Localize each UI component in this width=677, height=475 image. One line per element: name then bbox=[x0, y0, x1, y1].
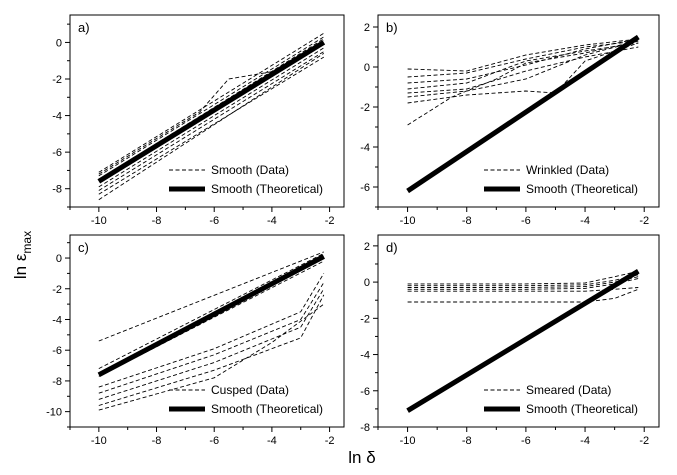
data-line-6 bbox=[98, 56, 325, 195]
y-tick-label: -4 bbox=[360, 350, 370, 362]
panel-3: -10 -8 -6 -4 -2 -10 -8 -6 -4 -2 0 c) Cusped (Data) Sm… bbox=[46, 234, 345, 447]
panel-label: d) bbox=[386, 240, 398, 255]
x-tick-label: -6 bbox=[521, 215, 531, 227]
data-line-1 bbox=[98, 251, 324, 342]
legend-label-theoretical: Smooth (Theoretical) bbox=[211, 402, 323, 416]
y-tick-label: -8 bbox=[52, 184, 62, 196]
y-tick-label: 0 bbox=[56, 253, 62, 265]
data-line-6 bbox=[407, 42, 639, 104]
data-line-1 bbox=[407, 38, 639, 72]
data-line-7 bbox=[407, 40, 639, 126]
y-tick-label: 2 bbox=[364, 22, 370, 34]
x-tick-label: -2 bbox=[639, 435, 649, 447]
data-line-4 bbox=[407, 42, 639, 90]
x-axis-title: ln δ bbox=[348, 448, 375, 467]
data-line-5 bbox=[407, 40, 639, 98]
y-tick-label: -6 bbox=[52, 147, 62, 159]
theoretical-line bbox=[406, 269, 640, 413]
data-line-7 bbox=[98, 40, 325, 175]
x-tick-label: -8 bbox=[462, 435, 472, 447]
x-tick-label: -8 bbox=[462, 215, 472, 227]
plot-frame bbox=[69, 14, 345, 208]
data-line-8 bbox=[98, 303, 325, 411]
legend-label-data: Cusped (Data) bbox=[211, 383, 289, 397]
legend-label-data: Smooth (Data) bbox=[211, 163, 289, 177]
x-tick-label: -2 bbox=[639, 215, 649, 227]
y-axis-title-main: ln ε bbox=[11, 253, 30, 279]
y-tick-label: -4 bbox=[52, 314, 62, 326]
x-tick-label: -8 bbox=[152, 435, 162, 447]
panel-label: b) bbox=[386, 20, 398, 35]
legend-label-data: Smeared (Data) bbox=[526, 383, 611, 397]
y-tick-label: 2 bbox=[364, 241, 370, 253]
legend-label-data: Wrinkled (Data) bbox=[526, 163, 609, 177]
legend-label-theoretical: Smooth (Theoretical) bbox=[526, 402, 638, 416]
plot-frame bbox=[377, 14, 660, 208]
x-tick-label: -6 bbox=[209, 215, 219, 227]
data-line-2 bbox=[407, 40, 639, 78]
y-axis-title: ln εmax bbox=[11, 231, 34, 279]
y-tick-label: -2 bbox=[360, 102, 370, 114]
legend-label-theoretical: Smooth (Theoretical) bbox=[211, 182, 323, 196]
data-line-5 bbox=[407, 287, 639, 292]
theoretical-line bbox=[406, 34, 640, 194]
x-tick-label: -4 bbox=[580, 435, 590, 447]
x-tick-label: -2 bbox=[325, 215, 335, 227]
x-tick-label: -10 bbox=[91, 435, 107, 447]
y-tick-label: -2 bbox=[52, 74, 62, 86]
y-tick-label: 0 bbox=[56, 37, 62, 49]
panel-2: -10 -8 -6 -4 -2 -6 -4 -2 0 2 b) Wrinkled (Data) Smoo… bbox=[360, 14, 660, 227]
y-tick-label: 0 bbox=[364, 277, 370, 289]
panel-label: c) bbox=[78, 240, 89, 255]
y-tick-label: -2 bbox=[360, 313, 370, 325]
legend-label-theoretical: Smooth (Theoretical) bbox=[526, 182, 638, 196]
y-tick-label: -8 bbox=[52, 376, 62, 388]
x-tick-label: -4 bbox=[267, 215, 277, 227]
data-line-8 bbox=[407, 46, 639, 94]
data-line-6 bbox=[98, 288, 325, 400]
x-tick-label: -8 bbox=[152, 215, 162, 227]
data-line-3 bbox=[407, 38, 639, 84]
data-line-1 bbox=[407, 270, 639, 285]
y-tick-label: -4 bbox=[52, 111, 62, 123]
data-line-5 bbox=[98, 51, 325, 191]
data-line-4 bbox=[98, 273, 325, 388]
y-tick-label: -8 bbox=[360, 422, 370, 434]
panel-4: -10 -8 -6 -4 -2 -8 -6 -4 -2 0 2 d) Smeared (Data) Smo… bbox=[360, 234, 660, 447]
panel-1: -10 -8 -6 -4 -2 -8 -6 -4 -2 0 a) Smooth (Data) Smoot… bbox=[52, 14, 345, 227]
data-line-7 bbox=[98, 294, 325, 406]
data-line-4 bbox=[98, 47, 325, 188]
x-tick-label: -10 bbox=[400, 215, 416, 227]
x-tick-label: -2 bbox=[325, 435, 335, 447]
data-line-1 bbox=[98, 32, 325, 173]
plot-frame bbox=[377, 234, 660, 428]
x-tick-label: -4 bbox=[267, 435, 277, 447]
data-line-5 bbox=[98, 282, 325, 394]
y-tick-label: -6 bbox=[360, 386, 370, 398]
y-tick-label: -2 bbox=[52, 284, 62, 296]
x-tick-label: -10 bbox=[400, 435, 416, 447]
y-tick-label: -4 bbox=[360, 142, 370, 154]
panel-label: a) bbox=[78, 20, 90, 35]
x-tick-label: -10 bbox=[91, 215, 107, 227]
theoretical-line bbox=[97, 254, 325, 378]
plot-frame bbox=[69, 234, 345, 428]
data-line-8 bbox=[98, 53, 325, 201]
y-tick-label: 0 bbox=[364, 62, 370, 74]
data-line-2 bbox=[98, 36, 325, 177]
y-tick-label: -10 bbox=[46, 407, 62, 419]
x-tick-label: -6 bbox=[209, 435, 219, 447]
y-tick-label: -6 bbox=[52, 345, 62, 357]
theoretical-line bbox=[97, 40, 326, 184]
x-tick-label: -4 bbox=[580, 215, 590, 227]
y-axis-title-sub: max bbox=[20, 231, 34, 254]
data-line-2 bbox=[98, 252, 325, 370]
y-tick-label: -6 bbox=[360, 182, 370, 194]
x-tick-label: -6 bbox=[521, 435, 531, 447]
